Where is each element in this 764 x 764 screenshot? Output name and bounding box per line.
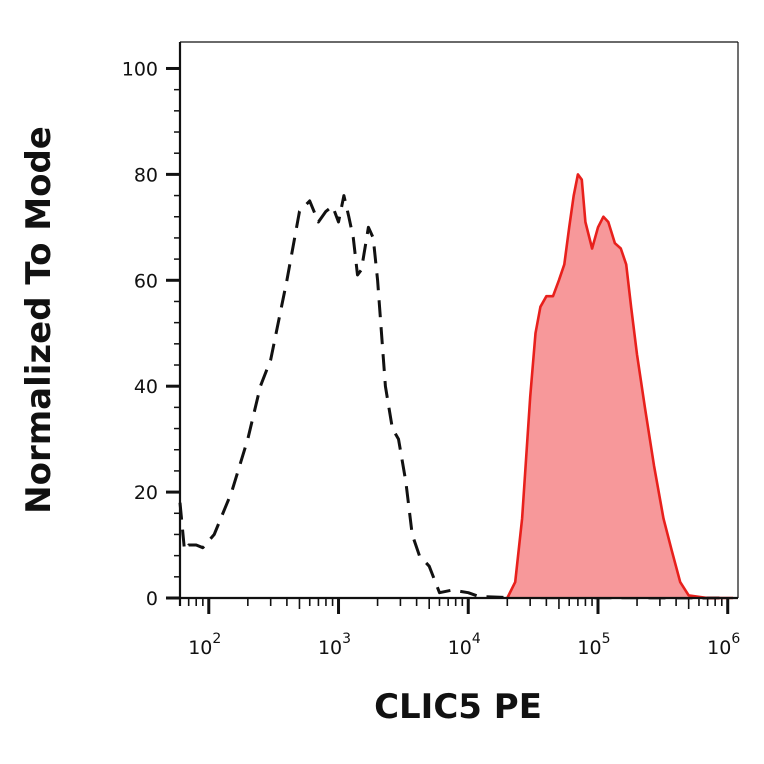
series-fill-area <box>507 174 734 598</box>
y-tick-label: 40 <box>134 376 158 398</box>
axes: 0 20 40 60 80 100 102 103 104 105 106 <box>122 41 740 659</box>
plot-area <box>178 173 734 600</box>
x-tick-label: 106 <box>707 631 740 659</box>
x-tick-label: 103 <box>318 631 351 659</box>
series-outline-line <box>506 173 734 600</box>
y-tick-label: 100 <box>122 58 158 80</box>
x-tick-label: 104 <box>448 631 481 659</box>
y-tick-label: 60 <box>134 270 158 292</box>
x-axis-title: CLIC5 PE <box>374 687 542 727</box>
y-tick-label: 0 <box>146 588 158 610</box>
y-axis-title: Normalized To Mode <box>19 126 59 514</box>
y-tick-label: 20 <box>134 482 158 504</box>
y-tick-label: 80 <box>134 164 158 186</box>
x-tick-label: 105 <box>577 631 610 659</box>
series-dashed-line <box>178 194 728 600</box>
x-tick-label: 102 <box>188 631 221 659</box>
